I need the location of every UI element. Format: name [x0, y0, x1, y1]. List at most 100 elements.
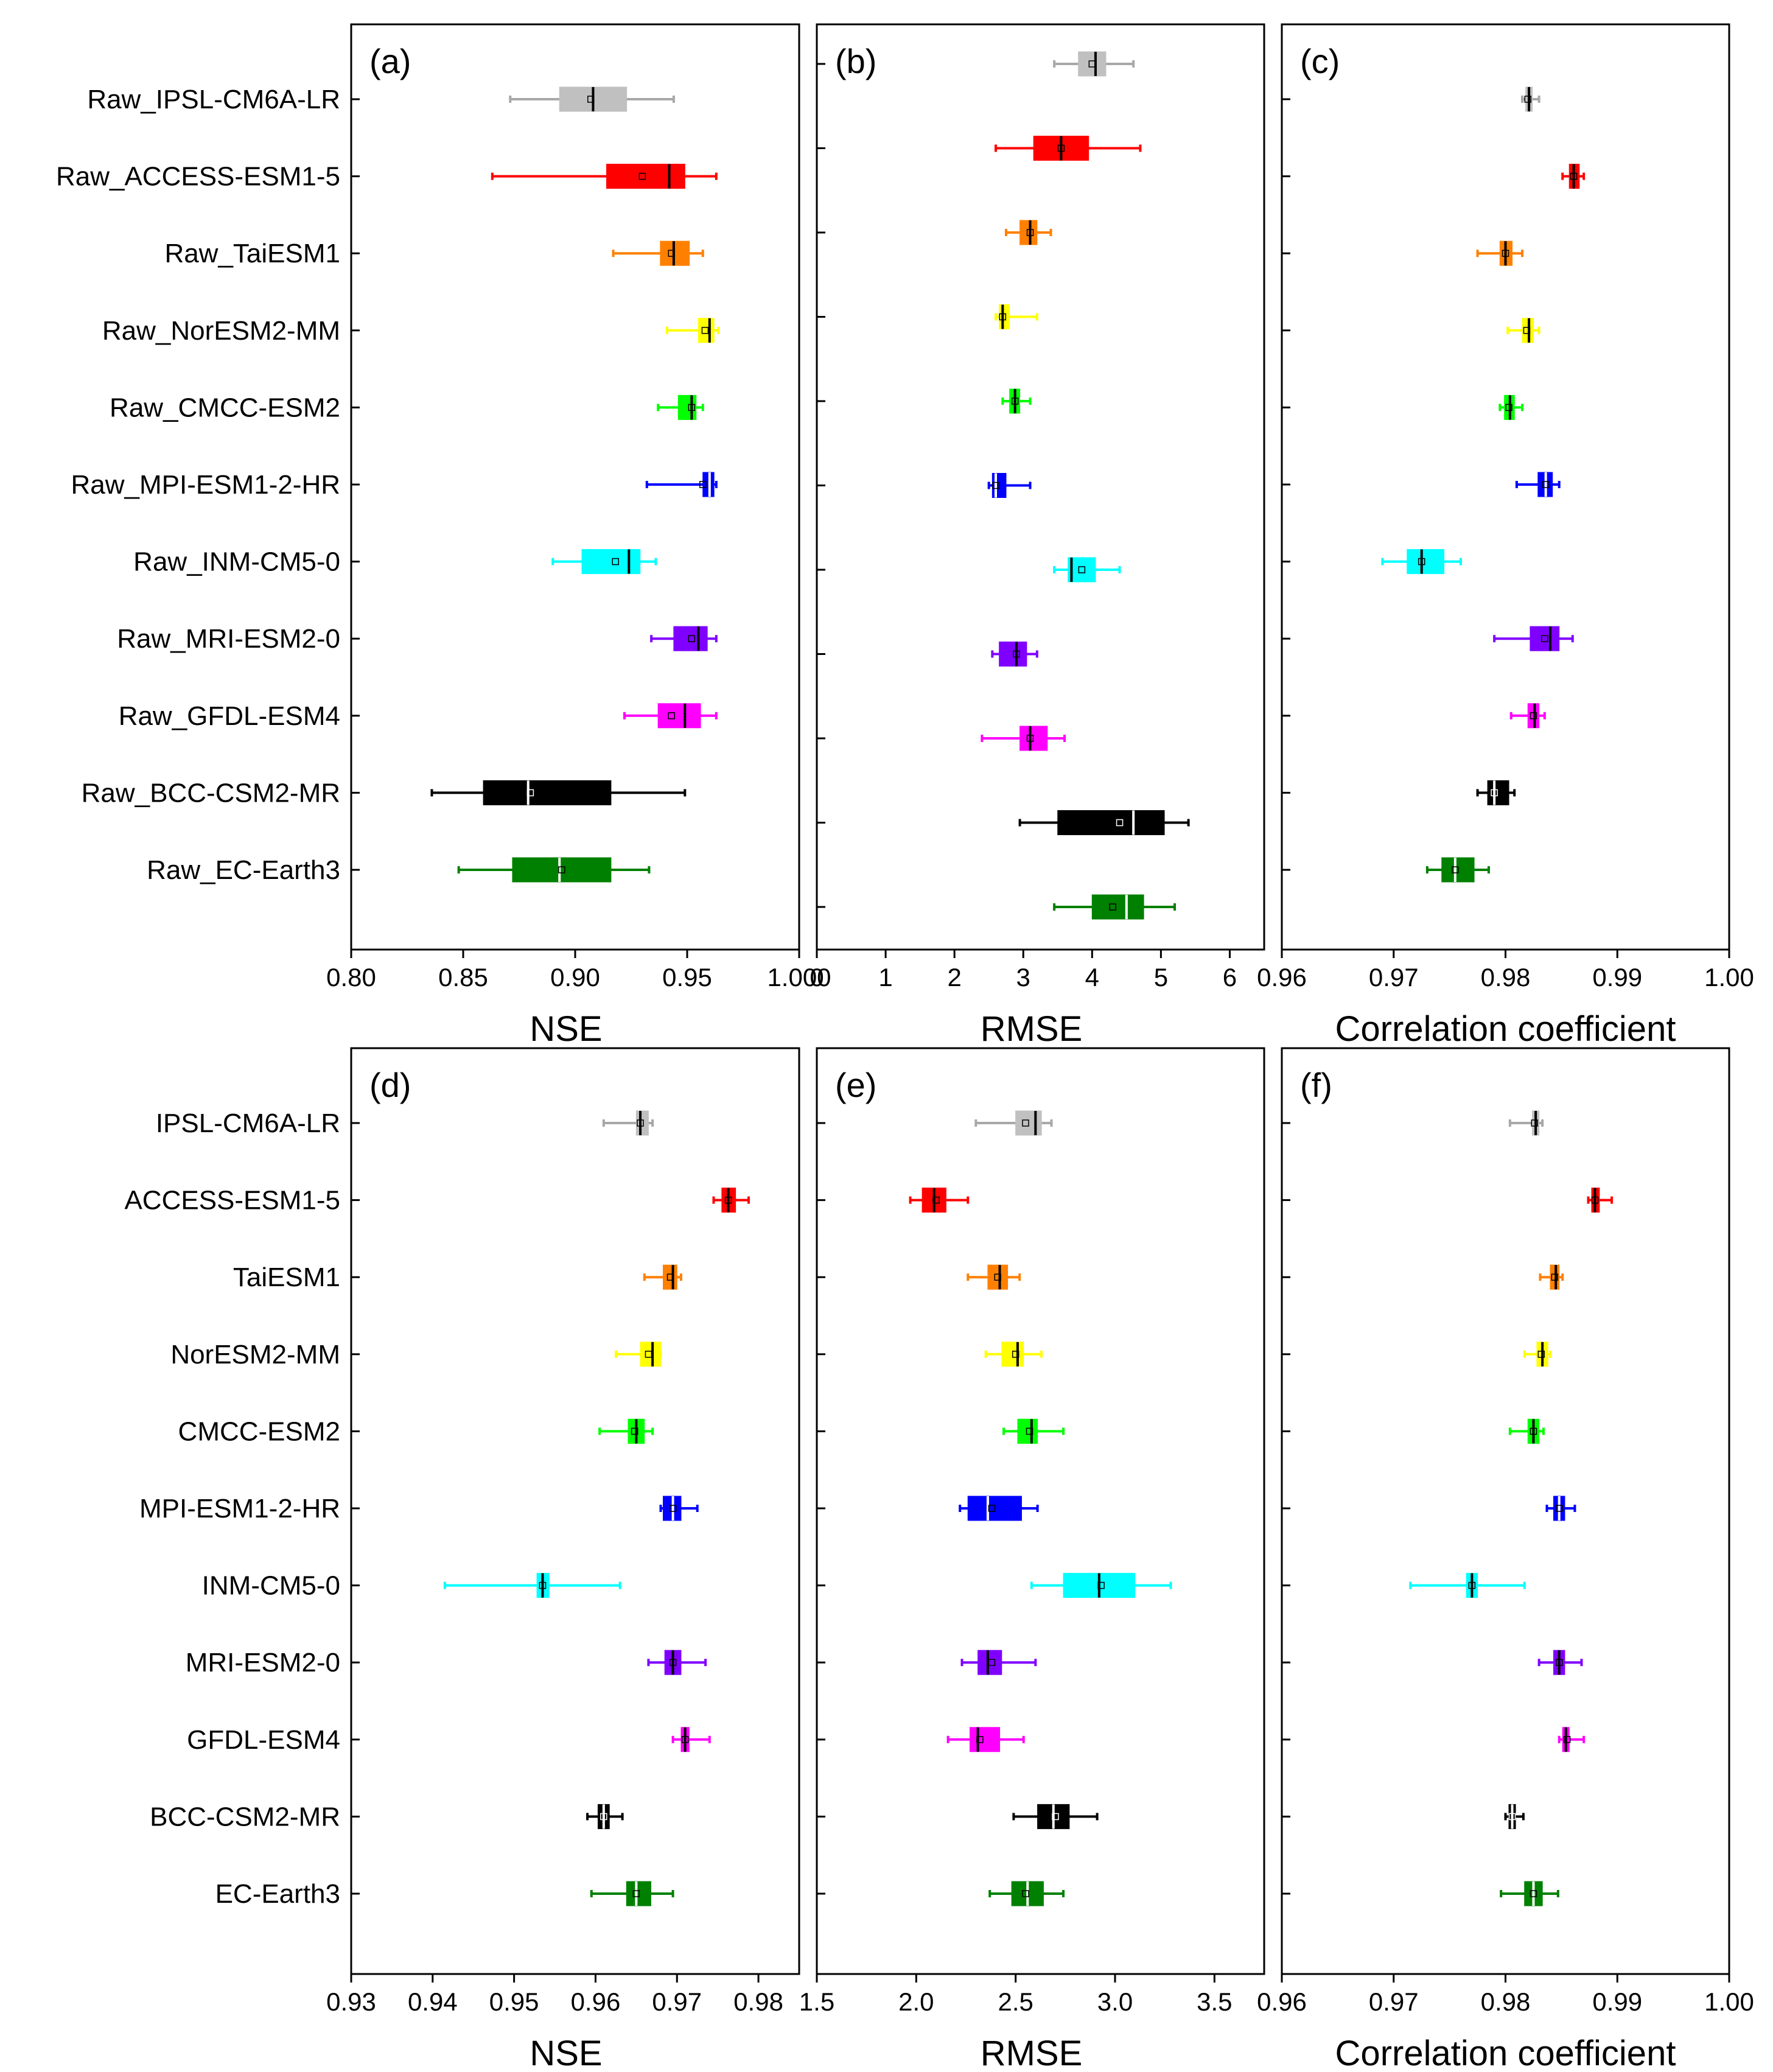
mean-marker	[668, 250, 675, 257]
x-tick-label: 0.96	[571, 1987, 621, 2016]
iqr-box	[512, 857, 612, 883]
mean-marker	[699, 481, 707, 488]
mean-marker	[1418, 558, 1425, 565]
box-6	[351, 1496, 699, 1521]
box-9	[817, 1727, 1025, 1752]
mean-marker	[1109, 903, 1116, 911]
x-tick-label: 0.98	[1481, 1987, 1531, 2016]
box-4	[817, 1342, 1043, 1367]
mean-marker	[600, 1813, 607, 1821]
x-axis-title: Correlation coefficient	[1335, 1009, 1676, 1049]
mean-marker	[631, 1427, 638, 1435]
x-tick-label: 0.95	[489, 1987, 539, 2016]
box-7	[1282, 549, 1462, 575]
mean-marker	[1013, 650, 1020, 658]
x-tick-label: 2.5	[998, 1987, 1033, 2016]
x-axis-title: Correlation coefficient	[1335, 2034, 1676, 2072]
x-axis-title: NSE	[530, 2034, 602, 2072]
mean-marker	[632, 1890, 640, 1897]
box-8	[1282, 626, 1574, 651]
box-5	[1282, 1418, 1545, 1444]
iqr-box	[698, 318, 715, 343]
mean-marker	[1508, 1813, 1516, 1821]
mean-marker	[669, 1505, 677, 1512]
box-10	[817, 1804, 1099, 1829]
box-8	[817, 642, 1038, 667]
mean-marker	[1026, 229, 1034, 236]
plot-frame	[350, 23, 800, 951]
mean-marker	[1530, 1427, 1537, 1435]
box-9	[817, 726, 1066, 751]
box-1	[351, 1110, 654, 1136]
box-3	[817, 1264, 1021, 1290]
panel-e: (e) 1.5 2.0 2.5 3.0 3.5 RMSE	[799, 1047, 1265, 2072]
box-3	[351, 1264, 682, 1290]
mean-marker	[999, 313, 1007, 321]
mean-marker	[1011, 397, 1019, 405]
mean-marker	[645, 1351, 652, 1358]
mean-marker	[1570, 172, 1578, 180]
box-6	[351, 472, 718, 497]
iqr-box	[677, 394, 697, 420]
x-tick-label: 1	[878, 963, 892, 992]
box-11	[1282, 857, 1490, 883]
x-axis-title: RMSE	[981, 1009, 1083, 1049]
mean-marker	[1505, 404, 1512, 411]
box-7	[351, 1573, 621, 1598]
box-11	[817, 1881, 1065, 1906]
model-label: NorESM2-MM	[170, 1340, 340, 1370]
mean-marker	[976, 1736, 984, 1743]
mean-marker	[1052, 1813, 1059, 1821]
mean-marker	[1530, 1890, 1537, 1897]
x-tick-label: 0.80	[326, 963, 376, 992]
iqr-box	[581, 549, 641, 575]
mean-marker	[1012, 1351, 1019, 1358]
box-9	[1282, 1727, 1586, 1752]
mean-marker	[1026, 735, 1034, 742]
mean-marker	[724, 1196, 732, 1204]
box-11	[351, 857, 651, 883]
x-tick-label: 0.93	[326, 1987, 376, 2016]
box-10	[1282, 1804, 1525, 1829]
mean-marker	[1542, 481, 1550, 488]
box-2	[817, 136, 1142, 161]
box-3	[817, 220, 1052, 245]
model-label: TaiESM1	[233, 1262, 340, 1292]
panel-tag: (a)	[369, 42, 411, 80]
panel-f: (f) 0.96 0.97 0.98 0.99 1.00 Correlation coeff…	[1257, 1047, 1754, 2072]
mean-marker	[666, 1273, 674, 1281]
box-2	[351, 164, 718, 189]
plot-frame	[1281, 23, 1730, 951]
box-8	[817, 1650, 1037, 1675]
box-6	[1282, 472, 1561, 497]
model-label: BCC-CSM2-MR	[150, 1802, 340, 1832]
mean-marker	[1555, 1505, 1563, 1512]
iqr-box	[483, 780, 612, 805]
mean-marker	[988, 1659, 996, 1666]
mean-marker	[1563, 1736, 1571, 1743]
x-tick-label: 0.90	[550, 963, 600, 992]
mean-marker	[1022, 1119, 1029, 1127]
mean-marker	[638, 172, 646, 180]
model-label: Raw_IPSL-CM6A-LR	[87, 85, 340, 114]
x-tick-label: 0.99	[1592, 963, 1642, 992]
x-tick-label: 1.5	[799, 1987, 834, 2016]
x-tick-label: 0.94	[408, 1987, 458, 2016]
x-tick-label: 1.000	[767, 963, 831, 992]
mean-marker	[1591, 1196, 1599, 1204]
box-1	[817, 1110, 1053, 1136]
model-label: Raw_ACCESS-ESM1-5	[56, 162, 340, 192]
box-1	[1282, 86, 1540, 112]
box-1	[1282, 1110, 1544, 1136]
x-tick-label: 6	[1223, 963, 1237, 992]
x-tick-label: 3.5	[1197, 1987, 1232, 2016]
box-3	[1282, 240, 1524, 266]
mean-marker	[1502, 250, 1509, 257]
iqr-box	[663, 1264, 677, 1290]
box-11	[351, 1881, 674, 1906]
x-tick-label: 4	[1085, 963, 1099, 992]
box-2	[1282, 1188, 1614, 1213]
panel-tag: (f)	[1300, 1066, 1332, 1104]
mean-marker	[1468, 1581, 1476, 1589]
mean-marker	[637, 1119, 644, 1127]
